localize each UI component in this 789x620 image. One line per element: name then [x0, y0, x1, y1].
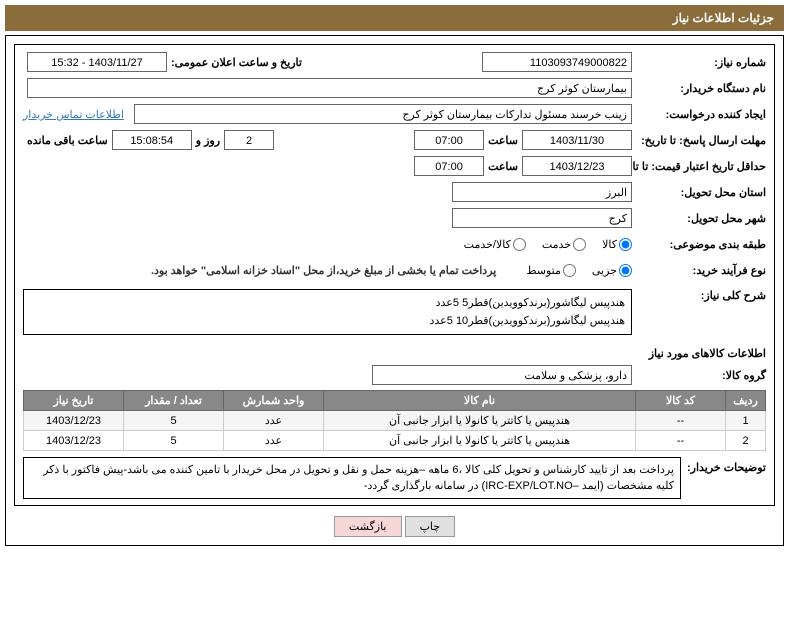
- requester-label: ایجاد کننده درخواست:: [636, 108, 766, 121]
- cell-unit: عدد: [224, 411, 324, 431]
- print-button[interactable]: چاپ: [405, 516, 456, 537]
- announce-dt-value: 1403/11/27 - 15:32: [27, 52, 167, 72]
- radio-partial[interactable]: جزیی: [592, 264, 632, 277]
- general-desc-line-2: هندپیس لیگاشور(برندکوویدین)قطر10 5عدد: [30, 312, 625, 330]
- details-box: شماره نیاز: 1103093749000822 تاریخ و ساع…: [14, 44, 775, 506]
- cell-name: هندپیس یا کاتتر یا کانولا یا ابزار جانبی…: [324, 411, 636, 431]
- days-remaining: 2: [224, 130, 274, 150]
- cell-name: هندپیس یا کاتتر یا کانولا یا ابزار جانبی…: [324, 431, 636, 451]
- th-qty: تعداد / مقدار: [124, 391, 224, 411]
- city-label: شهر محل تحویل:: [636, 212, 766, 225]
- th-date: تاریخ نیاز: [24, 391, 124, 411]
- title-bar: جزئیات اطلاعات نیاز: [5, 5, 784, 31]
- need-number-value: 1103093749000822: [482, 52, 632, 72]
- back-button[interactable]: بازگشت: [334, 516, 402, 537]
- group-label: گروه کالا:: [636, 369, 766, 382]
- radio-goods[interactable]: کالا: [602, 238, 632, 251]
- main-panel: AriaTender.net شماره نیاز: 1103093749000…: [5, 35, 784, 546]
- th-row: ردیف: [726, 391, 766, 411]
- requester-value: زینب خرسند مسئول تدارکات بیمارستان کوثر …: [134, 104, 632, 124]
- th-unit: واحد شمارش: [224, 391, 324, 411]
- general-desc-line-1: هندپیس لیگاشور(برندکوویدین)قطر5 5عدد: [30, 294, 625, 312]
- announce-dt-label: تاریخ و ساعت اعلان عمومی:: [171, 56, 302, 69]
- days-and-label: روز و: [196, 134, 220, 147]
- cell-code: --: [636, 411, 726, 431]
- process-radios: جزیی متوسط: [516, 264, 632, 277]
- time-remaining: 15:08:54: [112, 130, 192, 150]
- reply-deadline-label: مهلت ارسال پاسخ: تا تاریخ:: [636, 134, 766, 147]
- general-desc-label: شرح کلی نیاز:: [636, 289, 766, 302]
- cell-code: --: [636, 431, 726, 451]
- hour-label-1: ساعت: [488, 134, 518, 147]
- process-type-label: نوع فرآیند خرید:: [636, 264, 766, 277]
- cell-date: 1403/12/23: [24, 411, 124, 431]
- reply-deadline-time: 07:00: [414, 130, 484, 150]
- province-label: استان محل تحویل:: [636, 186, 766, 199]
- city-value: کرج: [452, 208, 632, 228]
- buyer-desc-box: پرداخت بعد از تایید کارشناس و تحویل کلی …: [23, 457, 681, 499]
- hour-label-2: ساعت: [488, 160, 518, 173]
- general-desc-box: هندپیس لیگاشور(برندکوویدین)قطر5 5عدد هند…: [23, 289, 632, 335]
- price-validity-label: حداقل تاریخ اعتبار قیمت: تا تاریخ:: [636, 160, 766, 173]
- items-header: اطلاعات کالاهای مورد نیاز: [23, 347, 766, 360]
- cell-qty: 5: [124, 411, 224, 431]
- contact-link[interactable]: اطلاعات تماس خریدار: [23, 108, 124, 121]
- buyer-org-value: بیمارستان کوثر کرج: [27, 78, 632, 98]
- radio-goods-service[interactable]: کالا/خدمت: [464, 238, 526, 251]
- buyer-desc-label: توضیحات خریدار:: [687, 457, 766, 474]
- hours-remaining-label: ساعت باقی مانده: [27, 134, 108, 147]
- category-radios: کالا خدمت کالا/خدمت: [454, 238, 632, 251]
- cell-date: 1403/12/23: [24, 431, 124, 451]
- price-validity-time: 07:00: [414, 156, 484, 176]
- province-value: البرز: [452, 182, 632, 202]
- cell-qty: 5: [124, 431, 224, 451]
- reply-deadline-date: 1403/11/30: [522, 130, 632, 150]
- radio-medium[interactable]: متوسط: [526, 264, 576, 277]
- th-name: نام کالا: [324, 391, 636, 411]
- buyer-org-label: نام دستگاه خریدار:: [636, 82, 766, 95]
- payment-note: پرداخت تمام یا بخشی از مبلغ خرید،از محل …: [151, 264, 496, 277]
- cell-row: 2: [726, 431, 766, 451]
- cell-row: 1: [726, 411, 766, 431]
- items-table: ردیف کد کالا نام کالا واحد شمارش تعداد /…: [23, 390, 766, 451]
- category-label: طبقه بندی موضوعی:: [636, 238, 766, 251]
- table-row: 2--هندپیس یا کاتتر یا کانولا یا ابزار جا…: [24, 431, 766, 451]
- price-validity-date: 1403/12/23: [522, 156, 632, 176]
- table-row: 1--هندپیس یا کاتتر یا کانولا یا ابزار جا…: [24, 411, 766, 431]
- cell-unit: عدد: [224, 431, 324, 451]
- th-code: کد کالا: [636, 391, 726, 411]
- group-value: دارو، پزشکی و سلامت: [372, 365, 632, 385]
- radio-service[interactable]: خدمت: [542, 238, 586, 251]
- need-number-label: شماره نیاز:: [636, 56, 766, 69]
